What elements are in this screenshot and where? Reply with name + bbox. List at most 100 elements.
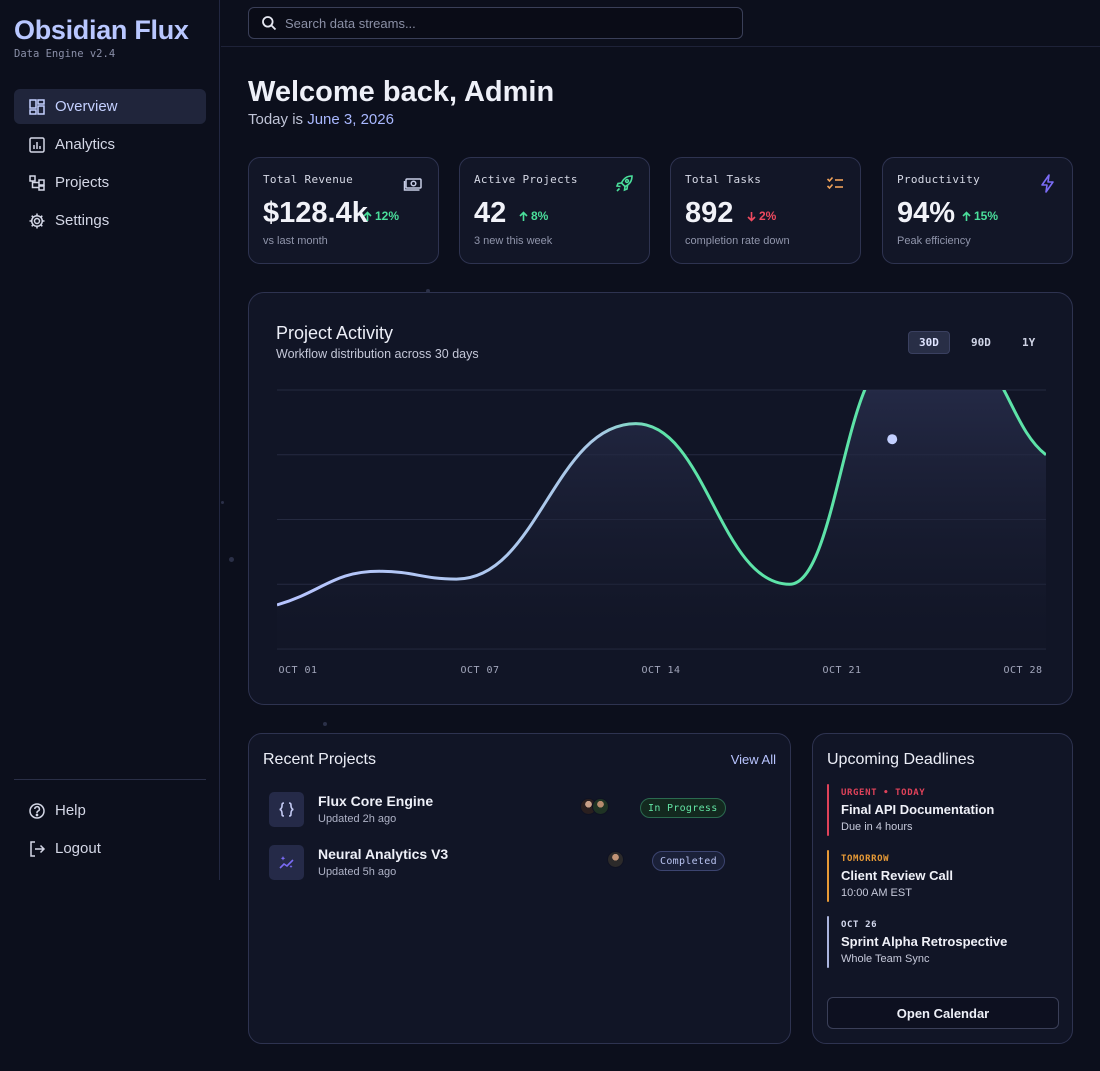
open-calendar-button[interactable]: Open Calendar [827, 997, 1059, 1029]
arrow-up-icon [363, 210, 372, 221]
chart-title: Project Activity [276, 323, 394, 343]
sidebar-item-label: Logout [55, 840, 101, 857]
stat-note: Peak efficiency [897, 235, 971, 247]
deadline-item[interactable]: URGENT • TODAY Final API Documentation D… [827, 784, 1062, 836]
deadline-marker [827, 916, 829, 968]
x-tick-label: OCT 07 [460, 665, 499, 676]
search-input[interactable] [285, 15, 725, 31]
decor-dot [426, 289, 430, 293]
sidebar-item-analytics[interactable]: Analytics [14, 127, 206, 162]
welcome-section: Welcome back, Admin Today is June 3, 202… [248, 74, 554, 128]
stat-card-productivity[interactable]: Productivity 94% 15% Peak efficiency [882, 157, 1073, 264]
stat-value: 94% [897, 197, 956, 229]
sidebar-nav: Overview Analytics Projects Settings [14, 89, 206, 241]
highlight-point[interactable] [887, 434, 898, 445]
stat-value: $128.4k [263, 197, 368, 229]
deadline-tag: TOMORROW [841, 854, 890, 864]
avatar-group [580, 798, 609, 815]
avatar [607, 851, 624, 868]
sidebar-item-label: Projects [55, 174, 110, 191]
stat-label: Productivity [897, 173, 981, 186]
stat-trend-value: 2% [759, 209, 777, 223]
project-row[interactable]: Neural Analytics V3 Updated 5h ago Compl… [269, 845, 779, 881]
stat-note: 3 new this week [474, 235, 553, 247]
stat-trend-value: 8% [531, 209, 549, 223]
checklist-icon [825, 173, 846, 194]
stat-label: Total Revenue [263, 173, 353, 186]
deadline-name: Client Review Call [841, 868, 953, 883]
arrow-down-icon [747, 211, 756, 222]
sidebar-divider [14, 779, 206, 780]
logout-icon [28, 840, 46, 858]
sidebar-item-label: Overview [55, 98, 118, 115]
projects-icon [28, 174, 46, 192]
stat-trend: 12% [362, 209, 399, 223]
search-icon [262, 16, 277, 31]
stat-trend-value: 15% [974, 209, 999, 223]
arrow-up-icon [962, 210, 971, 221]
brand: Obsidian Flux Data Engine v2.4 [14, 14, 189, 60]
today-date: Today is June 3, 2026 [248, 111, 554, 128]
activity-line [277, 390, 1046, 607]
sidebar-item-overview[interactable]: Overview [14, 89, 206, 124]
code-braces-icon [269, 792, 304, 827]
sidebar-item-label: Analytics [55, 136, 116, 153]
dashboard-icon [28, 98, 46, 116]
decor-dot [229, 557, 234, 562]
sidebar-item-help[interactable]: Help [14, 793, 206, 828]
deadline-marker [827, 784, 829, 836]
x-tick-label: OCT 14 [641, 665, 680, 676]
range-30d-button[interactable]: 30D [908, 331, 950, 354]
stat-note: completion rate down [685, 235, 790, 247]
sidebar-item-label: Help [55, 802, 86, 819]
search-box [248, 7, 743, 39]
money-icon [403, 173, 424, 194]
deadline-name: Final API Documentation [841, 802, 995, 817]
deadline-info: 10:00 AM EST [841, 887, 912, 899]
rocket-icon [614, 173, 635, 194]
deadline-item[interactable]: OCT 26 Sprint Alpha Retrospective Whole … [827, 916, 1062, 968]
date-value: June 3, 2026 [307, 111, 394, 128]
deadline-marker [827, 850, 829, 902]
stat-label: Active Projects [474, 173, 578, 186]
view-all-link[interactable]: View All [730, 752, 776, 767]
stat-trend-value: 12% [375, 209, 400, 223]
x-tick-label: OCT 28 [1003, 665, 1042, 676]
status-badge: In Progress [640, 798, 726, 818]
deadline-item[interactable]: TOMORROW Client Review Call 10:00 AM EST [827, 850, 1062, 902]
sidebar-item-label: Settings [55, 212, 110, 229]
deadline-info: Whole Team Sync [841, 953, 930, 965]
sidebar-item-projects[interactable]: Projects [14, 165, 206, 200]
range-90d-button[interactable]: 90D [971, 336, 991, 349]
top-bar [221, 0, 1100, 47]
gear-icon [28, 212, 46, 230]
range-1y-button[interactable]: 1Y [1022, 336, 1036, 349]
status-badge: Completed [652, 851, 725, 871]
sidebar-item-settings[interactable]: Settings [14, 203, 206, 238]
deadline-info: Due in 4 hours [841, 821, 913, 833]
avatar [592, 798, 609, 815]
activity-area [277, 390, 1046, 649]
sidebar-item-logout[interactable]: Logout [14, 831, 206, 866]
deadline-tag: URGENT • TODAY [841, 788, 926, 798]
stat-card-tasks[interactable]: Total Tasks 892 2% completion rate down [670, 157, 861, 264]
upcoming-deadlines-card: Upcoming Deadlines URGENT • TODAY Final … [812, 733, 1073, 1044]
project-activity-card: OCT 01 OCT 07 OCT 14 OCT 21 OCT 28 Project A… [248, 292, 1073, 705]
project-row[interactable]: Flux Core Engine Updated 2h ago In Progr… [269, 792, 779, 828]
stat-card-revenue[interactable]: Total Revenue $128.4k 12% vs last month [248, 157, 439, 264]
x-tick-label: OCT 01 [278, 665, 317, 676]
brand-subtitle: Data Engine v2.4 [14, 48, 116, 60]
stat-value: 892 [685, 197, 734, 229]
sidebar: Obsidian Flux Data Engine v2.4 Overview … [0, 0, 220, 880]
project-name: Neural Analytics V3 [318, 846, 449, 862]
analytics-icon [28, 136, 46, 154]
stat-label: Total Tasks [685, 173, 762, 186]
stat-note: vs last month [263, 235, 328, 247]
stat-card-projects[interactable]: Active Projects 42 8% 3 new this week [459, 157, 650, 264]
stat-trend: 2% [746, 209, 776, 223]
stat-trend: 15% [961, 209, 998, 223]
x-tick-label: OCT 21 [822, 665, 861, 676]
stat-value: 42 [474, 197, 507, 229]
project-name: Flux Core Engine [318, 793, 434, 809]
brand-title: Obsidian Flux [14, 15, 189, 45]
